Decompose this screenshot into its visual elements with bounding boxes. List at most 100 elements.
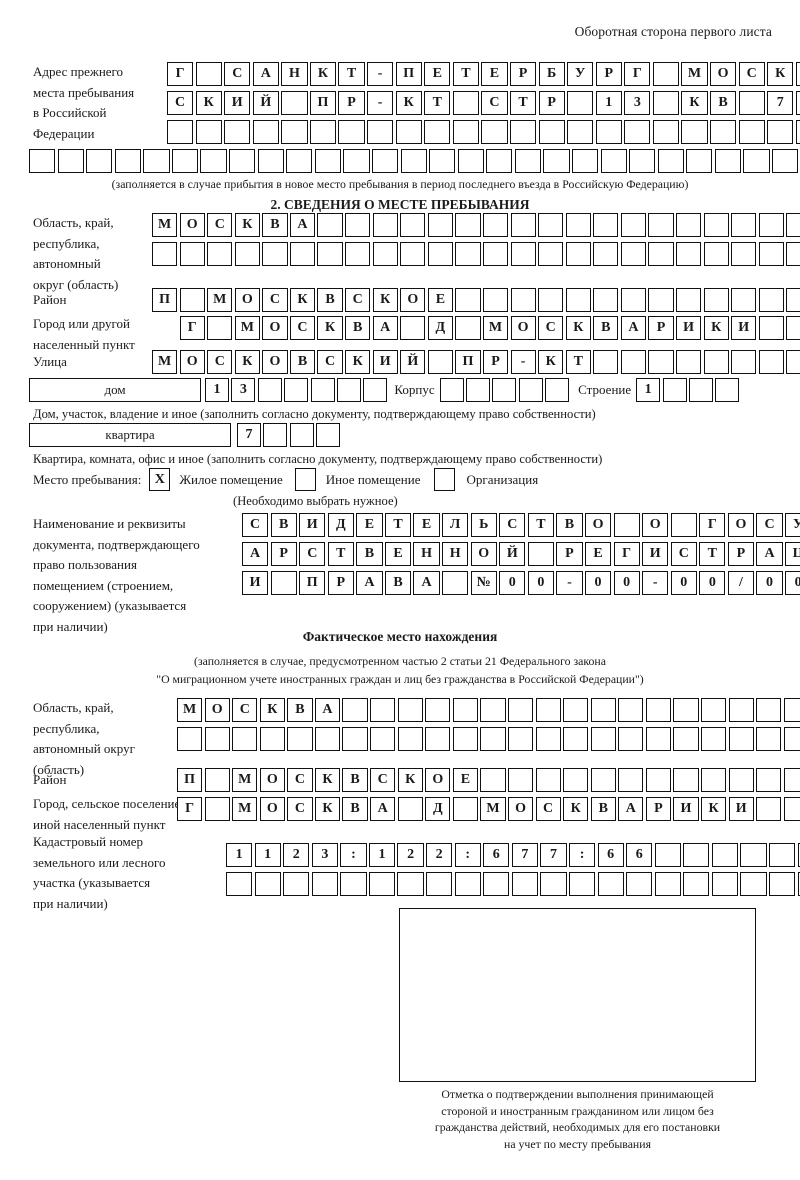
char-cell[interactable] (224, 120, 251, 144)
char-cell[interactable]: Т (527, 513, 554, 537)
char-cell[interactable]: : (454, 843, 481, 867)
char-cell[interactable] (645, 768, 672, 792)
char-cell[interactable]: / (727, 571, 755, 595)
char-cell[interactable]: К (700, 797, 727, 821)
char-cell[interactable] (179, 242, 205, 266)
char-cell[interactable] (286, 149, 313, 173)
char-cell[interactable] (567, 91, 594, 115)
char-cell[interactable]: С (207, 213, 233, 237)
char-cell[interactable]: Е (384, 542, 412, 566)
char-cell[interactable] (314, 727, 341, 751)
char-cell[interactable]: - (367, 62, 394, 86)
char-cell[interactable] (783, 698, 800, 722)
char-cell[interactable] (310, 378, 335, 402)
char-cell[interactable]: Н (442, 542, 469, 566)
char-cell[interactable] (482, 213, 509, 237)
char-cell[interactable] (452, 120, 479, 144)
char-cell[interactable] (480, 768, 506, 792)
korpus-cells[interactable] (439, 378, 570, 402)
char-cell[interactable] (538, 213, 564, 237)
char-cell[interactable] (758, 350, 784, 374)
char-cell[interactable] (618, 727, 644, 751)
char-cell[interactable]: А (370, 797, 396, 821)
char-cell[interactable] (567, 120, 594, 144)
char-cell[interactable] (452, 727, 478, 751)
char-cell[interactable]: Д (427, 316, 453, 340)
char-cell[interactable]: В (342, 797, 368, 821)
char-cell[interactable] (728, 768, 754, 792)
char-cell[interactable] (675, 350, 702, 374)
char-cell[interactable] (455, 242, 481, 266)
char-cell[interactable] (786, 316, 800, 340)
char-cell[interactable]: Т (699, 542, 726, 566)
char-cell[interactable]: Р (648, 316, 674, 340)
char-cell[interactable] (756, 768, 782, 792)
char-cell[interactable] (395, 120, 422, 144)
char-cell[interactable]: А (242, 542, 269, 566)
char-cell[interactable] (538, 242, 564, 266)
char-cell[interactable] (204, 797, 230, 821)
char-cell[interactable]: С (756, 513, 783, 537)
char-cell[interactable] (709, 120, 737, 144)
char-cell[interactable] (425, 698, 451, 722)
char-cell[interactable] (645, 698, 672, 722)
char-cell[interactable] (703, 213, 729, 237)
char-cell[interactable]: Г (699, 513, 726, 537)
char-cell[interactable]: А (252, 62, 279, 86)
char-cell[interactable]: Н (413, 542, 440, 566)
char-cell[interactable] (452, 797, 478, 821)
char-cell[interactable]: С (224, 62, 251, 86)
char-cell[interactable]: 0 (584, 571, 612, 595)
char-cell[interactable]: О (507, 797, 534, 821)
char-cell[interactable]: О (204, 698, 230, 722)
char-cell[interactable] (204, 727, 230, 751)
char-cell[interactable] (758, 316, 784, 340)
char-cell[interactable]: Й (400, 350, 426, 374)
char-cell[interactable]: 1 (595, 91, 622, 115)
char-cell[interactable]: С (317, 350, 343, 374)
char-cell[interactable] (700, 698, 727, 722)
char-cell[interactable] (743, 149, 770, 173)
char-cell[interactable] (229, 149, 256, 173)
char-cell[interactable]: О (262, 316, 288, 340)
char-cell[interactable]: Г (613, 542, 640, 566)
char-cell[interactable]: А (618, 797, 644, 821)
char-cell[interactable] (618, 698, 644, 722)
char-cell[interactable]: М (152, 213, 178, 237)
char-cell[interactable]: Т (384, 513, 412, 537)
char-cell[interactable] (795, 91, 800, 115)
char-cell[interactable]: 0 (613, 571, 640, 595)
char-cell[interactable]: С (287, 768, 313, 792)
char-cell[interactable] (57, 149, 84, 173)
char-cell[interactable] (424, 120, 451, 144)
char-cell[interactable]: В (270, 513, 297, 537)
char-cell[interactable] (259, 727, 285, 751)
char-cell[interactable] (510, 213, 536, 237)
char-cell[interactable]: Р (595, 62, 622, 86)
char-cell[interactable] (648, 288, 674, 312)
char-cell[interactable] (563, 768, 589, 792)
char-cell[interactable] (314, 149, 341, 173)
char-cell[interactable]: К (314, 768, 341, 792)
char-cell[interactable] (171, 149, 199, 173)
char-cell[interactable] (590, 768, 616, 792)
char-cell[interactable]: С (299, 542, 326, 566)
char-cell[interactable] (675, 242, 702, 266)
char-cell[interactable]: К (538, 350, 564, 374)
char-cell[interactable] (284, 378, 309, 402)
char-cell[interactable]: У (567, 62, 594, 86)
stroenie-cells[interactable]: 1 (636, 378, 740, 402)
char-cell[interactable] (370, 698, 396, 722)
char-cell[interactable] (590, 698, 616, 722)
char-cell[interactable] (367, 120, 394, 144)
char-cell[interactable]: М (482, 316, 509, 340)
char-cell[interactable]: И (673, 797, 699, 821)
char-cell[interactable]: А (413, 571, 440, 595)
char-cell[interactable] (595, 120, 622, 144)
char-cell[interactable]: К (314, 797, 341, 821)
char-cell[interactable] (565, 242, 591, 266)
char-cell[interactable]: Р (338, 91, 365, 115)
